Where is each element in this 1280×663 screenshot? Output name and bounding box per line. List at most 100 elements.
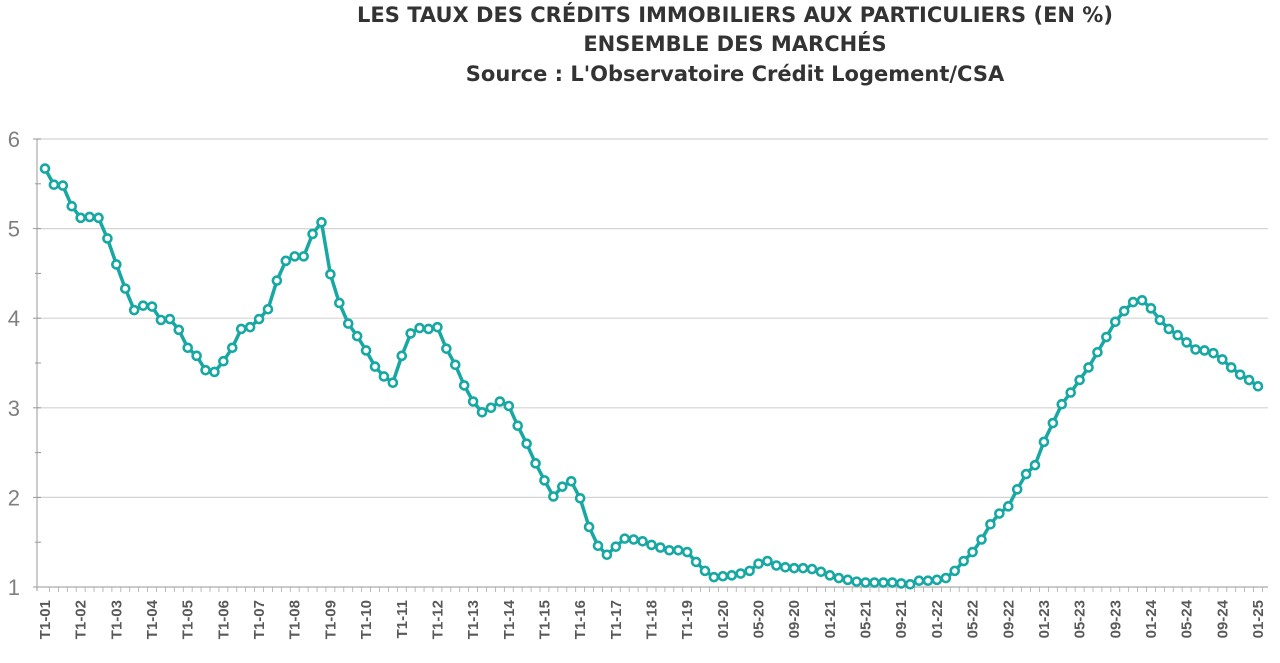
data-point xyxy=(557,481,568,492)
data-point xyxy=(1190,344,1201,355)
data-point xyxy=(985,518,996,530)
data-point xyxy=(476,406,488,418)
x-tick-label: T1-05 xyxy=(180,600,197,639)
data-point xyxy=(690,556,702,568)
data-point xyxy=(1243,374,1255,386)
chart-title-line-1: LES TAUX DES CRÉDITS IMMOBILIERS AUX PAR… xyxy=(357,3,1113,27)
y-tick-label: 4 xyxy=(8,306,20,331)
x-tick-label: T1-08 xyxy=(287,600,304,639)
data-point xyxy=(565,475,577,487)
data-point xyxy=(1163,323,1175,335)
x-tick-label: 01-22 xyxy=(929,600,946,638)
data-point xyxy=(227,342,238,354)
data-point xyxy=(66,200,78,212)
x-tick-label: T1-09 xyxy=(322,600,339,639)
data-point xyxy=(1029,459,1041,471)
data-point xyxy=(1074,374,1085,386)
data-point xyxy=(1118,305,1130,317)
data-point xyxy=(664,544,675,556)
x-tick-label: T1-02 xyxy=(73,600,90,639)
data-point xyxy=(699,565,711,577)
data-point xyxy=(797,562,809,574)
data-point xyxy=(307,228,318,240)
data-point xyxy=(218,355,229,367)
data-point xyxy=(1127,296,1139,308)
data-point xyxy=(271,275,283,286)
data-point xyxy=(753,558,764,570)
y-tick-label: 3 xyxy=(8,396,20,421)
x-tick-label: T1-03 xyxy=(108,600,125,639)
data-point xyxy=(833,572,845,584)
x-tick-label: 05-20 xyxy=(751,600,768,638)
data-point xyxy=(449,359,461,371)
data-point xyxy=(619,533,631,544)
data-point xyxy=(1047,417,1059,429)
data-point xyxy=(441,343,452,354)
data-point xyxy=(521,438,532,449)
x-tick-label: 09-24 xyxy=(1214,599,1231,638)
x-tick-label: T1-17 xyxy=(608,600,625,639)
x-tick-label: 05-24 xyxy=(1179,599,1196,638)
data-point xyxy=(93,212,104,224)
data-point xyxy=(342,318,354,329)
data-point xyxy=(958,555,969,567)
x-tick-label: 05-23 xyxy=(1072,600,1089,638)
data-point xyxy=(1154,314,1166,326)
data-point xyxy=(895,578,907,589)
x-tick-label: 01-25 xyxy=(1250,600,1267,638)
data-point xyxy=(244,321,256,333)
y-tick-label: 2 xyxy=(8,485,20,510)
data-point xyxy=(994,508,1005,519)
data-point xyxy=(137,300,149,311)
data-point xyxy=(646,539,657,551)
x-tick-label: 09-23 xyxy=(1107,600,1124,638)
data-point xyxy=(726,570,738,581)
data-point xyxy=(1208,347,1219,359)
data-point xyxy=(146,301,158,312)
data-point xyxy=(628,534,639,545)
data-point xyxy=(325,268,336,280)
data-point xyxy=(494,396,506,407)
data-point xyxy=(485,402,497,414)
x-tick-label: 05-21 xyxy=(858,600,875,638)
data-point xyxy=(967,546,978,558)
data-point xyxy=(1145,303,1157,314)
data-point xyxy=(1011,484,1023,495)
x-tick-label: T1-10 xyxy=(358,600,375,639)
x-tick-label: 09-22 xyxy=(1000,600,1017,638)
data-point xyxy=(351,330,363,342)
data-point xyxy=(360,345,372,356)
data-point xyxy=(548,491,559,502)
data-point xyxy=(1092,346,1103,358)
data-point xyxy=(878,577,889,588)
data-point xyxy=(1252,380,1264,392)
data-point xyxy=(771,560,782,571)
data-point xyxy=(744,565,755,577)
data-point xyxy=(824,570,836,581)
data-point xyxy=(405,328,416,339)
chart-source: Source : L'Observatoire Crédit Logement/… xyxy=(465,62,1005,86)
data-point xyxy=(815,566,827,578)
data-point xyxy=(762,555,773,567)
data-point xyxy=(708,571,720,583)
data-point xyxy=(164,313,176,325)
data-point xyxy=(637,536,648,547)
x-tick-label: 01-20 xyxy=(715,600,732,638)
data-point xyxy=(913,575,925,587)
data-point xyxy=(851,576,862,587)
data-point xyxy=(931,574,943,586)
data-point xyxy=(280,255,292,267)
data-point xyxy=(672,544,684,556)
data-point xyxy=(788,562,800,574)
data-point xyxy=(48,179,60,190)
data-point xyxy=(940,572,952,584)
data-point xyxy=(467,396,479,407)
data-point xyxy=(512,420,524,432)
data-point xyxy=(1002,501,1014,512)
data-point xyxy=(39,163,51,174)
data-point xyxy=(842,574,854,586)
data-point xyxy=(735,568,746,579)
data-point xyxy=(369,361,381,372)
data-point xyxy=(887,577,898,588)
x-tick-label: T1-01 xyxy=(37,600,54,639)
